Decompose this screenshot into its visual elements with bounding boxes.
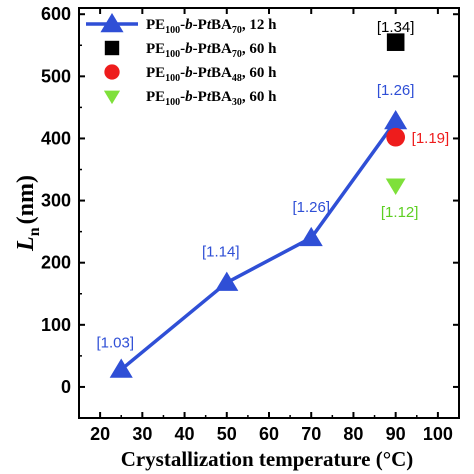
legend-text-part: - [180,65,185,81]
legend-entry-3: PE100-b-PtBA30, 60 h [146,89,277,108]
data-label: [1.19] [412,130,450,147]
y-axis-title-main: L [13,236,39,252]
x-tick-label: 30 [132,424,152,444]
legend-text-part: PE [146,17,165,33]
data-label: [1.12] [381,204,419,221]
legend-text-part: BA [211,17,232,33]
legend-text-part: PE [146,41,165,57]
data-label: [1.34] [377,19,415,36]
y-tick-label: 100 [41,315,71,335]
legend-text-part: 100 [165,73,180,84]
data-label: [1.26] [292,199,330,216]
legend-entry-1: PE100-b-PtBA70, 60 h [146,41,277,60]
y-tick-label: 300 [41,191,71,211]
legend-text-part: , 60 h [242,89,277,105]
legend-entry-0: PE100-b-PtBA70, 12 h [146,17,277,36]
legend-text-part: 70 [232,49,242,60]
legend-text-part: -P [193,89,207,105]
x-tick-label: 50 [217,424,237,444]
legend-text-part: b [185,65,193,81]
data-label: [1.14] [202,244,240,261]
legend-text-part: b [185,17,193,33]
y-axis-title-unit: (nm) [13,175,39,224]
legend-text-part: 100 [165,25,180,36]
x-tick-label: 90 [386,424,406,444]
legend-entry-2: PE100-b-PtBA48, 60 h [146,65,277,84]
legend-text-part: 70 [232,25,242,36]
y-tick-label: 200 [41,253,71,273]
legend-text-part: -P [193,17,207,33]
data-point-0-2 [299,226,323,247]
legend-text-part: t [207,89,212,105]
legend-text-part: - [180,17,185,33]
legend-text-part: 30 [232,97,242,108]
legend-text-part: BA [211,41,232,57]
legend-marker-2 [104,64,120,80]
legend-text-part: BA [211,65,232,81]
legend-text-part: 48 [232,73,242,84]
legend-marker-0 [100,13,124,33]
legend-text-part: PE [146,89,165,105]
legend-text-part: , 12 h [242,17,277,33]
legend-marker-1 [104,40,120,56]
data-point-1-0 [386,33,405,51]
legend-text-part: , 60 h [242,65,277,81]
legend-text-part: t [207,41,212,57]
data-point-0-3 [384,110,408,130]
x-tick-label: 80 [343,424,363,444]
data-point-0-1 [215,271,239,291]
legend-text-part: 100 [165,97,180,108]
y-tick-label: 400 [41,128,71,148]
legend-text-part: t [207,17,212,33]
legend-text-part: t [207,65,212,81]
data-point-2-0 [386,127,406,147]
legend-text-part: b [185,89,193,105]
x-tick-label: 70 [301,424,321,444]
y-axis-title-sub: n [26,227,43,236]
data-point-3-0 [385,178,406,195]
legend-text-part: BA [211,89,232,105]
x-tick-label: 20 [90,424,110,444]
legend-marker-3 [103,90,121,105]
legend-text-part: - [180,41,185,57]
y-axis-title: Ln (nm) [13,175,43,252]
legend-text-part: - [180,89,185,105]
x-tick-label: 100 [423,424,453,444]
legend-text-part: b [185,41,193,57]
series-line-0 [120,120,398,371]
legend-text-part: PE [146,65,165,81]
x-axis-title: Crystallization temperature (°C) [121,447,414,471]
data-label: [1.03] [96,335,134,352]
y-tick-label: 600 [41,4,71,24]
legend-text-part: , 60 h [242,41,277,57]
legend-text-part: 100 [165,49,180,60]
legend-text-part: -P [193,41,207,57]
data-point-0-0 [109,358,133,378]
x-tick-label: 40 [175,424,195,444]
y-tick-label: 0 [61,377,71,397]
y-tick-label: 500 [41,66,71,86]
x-tick-label: 60 [259,424,279,444]
legend-text-part: -P [193,65,207,81]
data-label: [1.26] [377,82,415,99]
